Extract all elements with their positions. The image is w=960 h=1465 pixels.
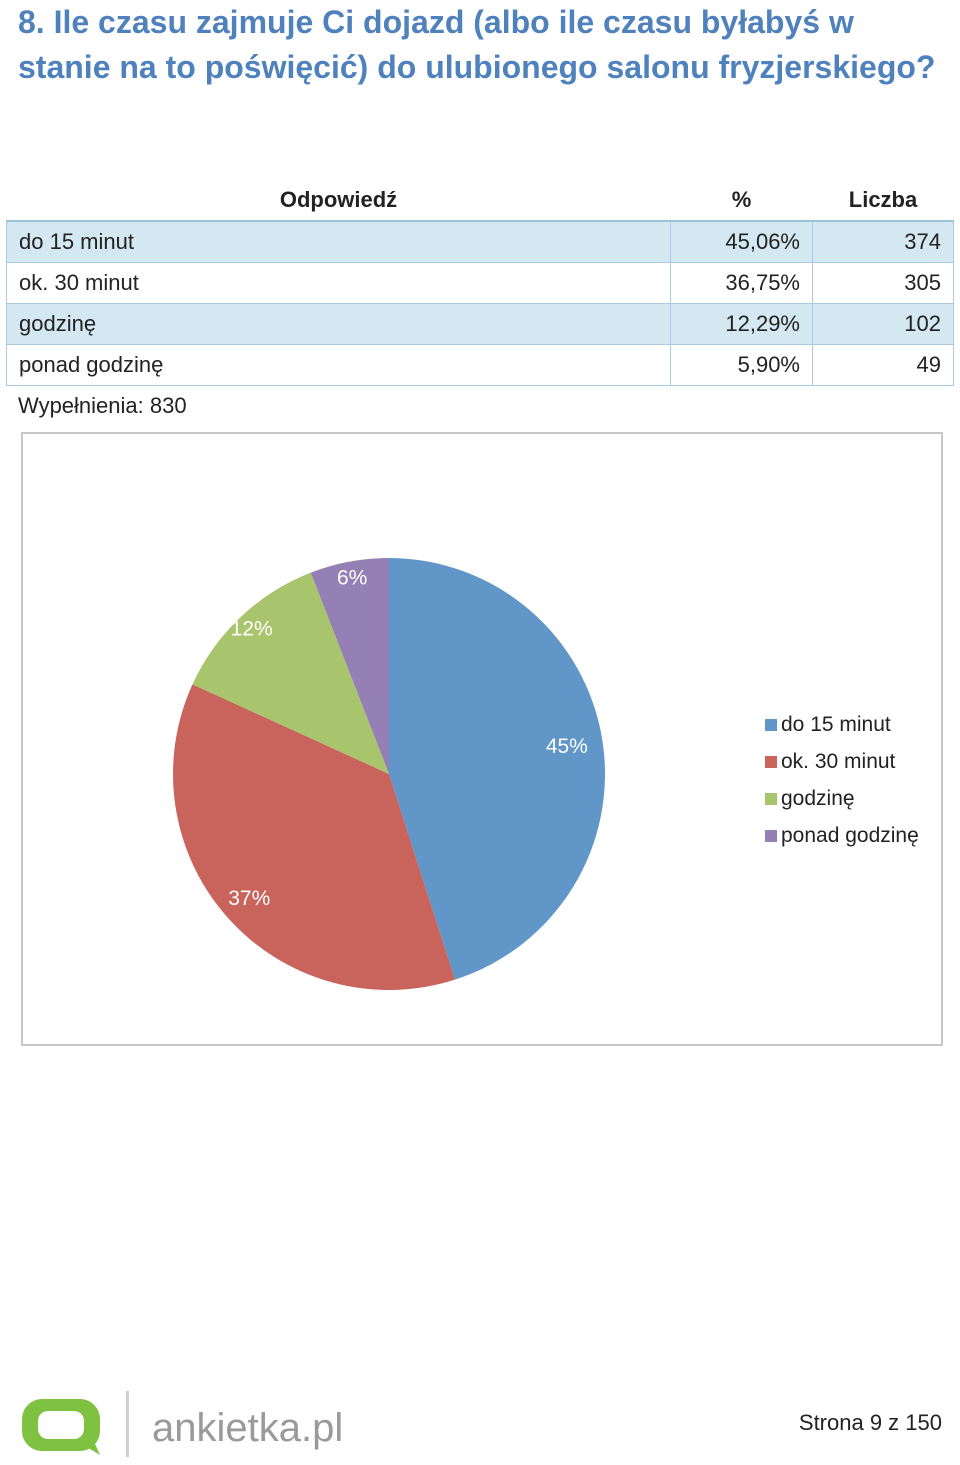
legend-label: do 15 minut — [781, 712, 891, 736]
brand-text: ankietka.pl — [152, 1406, 343, 1450]
header-answer: Odpowiedź — [6, 180, 671, 222]
question-title: 8. Ile czasu zajmuje Ci dojazd (albo ile… — [18, 4, 936, 85]
table-row: ok. 30 minut 36,75% 305 — [6, 262, 954, 304]
legend-item: do 15 minut — [765, 706, 919, 743]
pie-slice — [172, 684, 455, 991]
legend-item: godzinę — [765, 780, 919, 817]
legend-item: ok. 30 minut — [765, 743, 919, 780]
results-table: Odpowiedź % Liczba do 15 minut 45,06% 37… — [6, 180, 954, 386]
pie-chart: 45% 37% 12% 6% — [172, 558, 606, 991]
row-answer: ok. 30 minut — [6, 262, 671, 304]
table-row: ponad godzinę 5,90% 49 — [6, 344, 954, 386]
row-percent: 45,06% — [670, 220, 813, 263]
row-count: 305 — [812, 262, 954, 304]
legend-swatch — [765, 792, 777, 805]
row-count: 49 — [812, 344, 954, 386]
header-count: Liczba — [812, 180, 954, 222]
legend-label: ponad godzinę — [781, 823, 919, 847]
pie-slice-label: 12% — [231, 618, 273, 641]
row-count: 374 — [812, 220, 954, 263]
table-row: godzinę 12,29% 102 — [6, 303, 954, 345]
row-percent: 5,90% — [670, 344, 813, 386]
legend-swatch — [765, 829, 777, 842]
logo-icon: ankietka.pl — [22, 1391, 343, 1457]
legend-swatch — [765, 755, 777, 768]
chart-legend: do 15 minut ok. 30 minut godzinę ponad g… — [765, 706, 919, 854]
row-answer: godzinę — [6, 303, 671, 345]
row-answer: ponad godzinę — [6, 344, 671, 386]
legend-label: ok. 30 minut — [781, 749, 896, 773]
legend-swatch — [765, 718, 777, 731]
row-percent: 12,29% — [670, 303, 813, 345]
pie-slice — [310, 558, 389, 774]
pie-slice-label: 45% — [546, 735, 588, 758]
table-header-row: Odpowiedź % Liczba — [6, 180, 954, 222]
ankietka-logo: ankietka.pl — [18, 1385, 358, 1465]
pie-slice-label: 37% — [228, 887, 270, 910]
row-count: 102 — [812, 303, 954, 345]
legend-label: godzinę — [781, 786, 855, 810]
pie-slice — [389, 558, 606, 980]
row-percent: 36,75% — [670, 262, 813, 304]
table-row: do 15 minut 45,06% 374 — [6, 220, 954, 263]
pie-chart-frame: 45% 37% 12% 6% do 15 minut ok. 30 minut god… — [21, 432, 943, 1046]
header-percent: % — [670, 180, 813, 222]
pie-slice — [192, 572, 389, 774]
legend-item: ponad godzinę — [765, 817, 919, 854]
pie-slice-label: 6% — [337, 566, 367, 589]
page-number: Strona 9 z 150 — [798, 1410, 942, 1435]
completions-count: Wypełnienia: 830 — [18, 393, 187, 418]
row-answer: do 15 minut — [6, 220, 671, 263]
